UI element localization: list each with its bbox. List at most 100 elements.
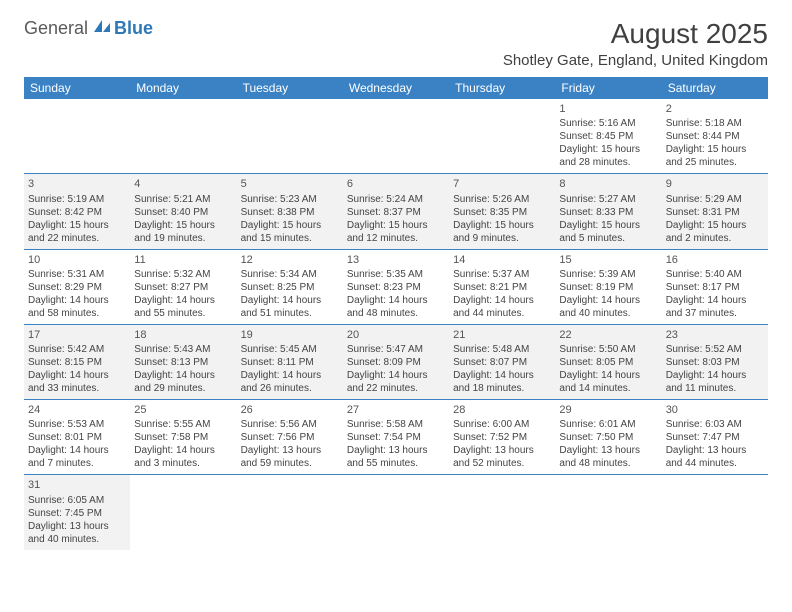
sunrise-text: Sunrise: 5:55 AM: [134, 418, 232, 431]
sunset-text: Sunset: 7:52 PM: [453, 431, 551, 444]
calendar-table: Sunday Monday Tuesday Wednesday Thursday…: [24, 77, 768, 550]
daylight-text: Daylight: 15 hours: [559, 143, 657, 156]
calendar-day-cell: 6Sunrise: 5:24 AMSunset: 8:37 PMDaylight…: [343, 174, 449, 249]
sunrise-text: Sunrise: 5:31 AM: [28, 268, 126, 281]
calendar-day-cell: [237, 475, 343, 550]
daylight-text: Daylight: 13 hours: [453, 444, 551, 457]
sunrise-text: Sunrise: 5:34 AM: [241, 268, 339, 281]
sunset-text: Sunset: 8:09 PM: [347, 356, 445, 369]
calendar-day-cell: 20Sunrise: 5:47 AMSunset: 8:09 PMDayligh…: [343, 324, 449, 399]
day-number: 25: [134, 403, 232, 417]
sunset-text: Sunset: 8:07 PM: [453, 356, 551, 369]
daylight-text: and 48 minutes.: [347, 307, 445, 320]
sunset-text: Sunset: 8:15 PM: [28, 356, 126, 369]
brand-part2: Blue: [114, 18, 153, 39]
calendar-day-cell: 17Sunrise: 5:42 AMSunset: 8:15 PMDayligh…: [24, 324, 130, 399]
sunset-text: Sunset: 8:37 PM: [347, 206, 445, 219]
day-number: 13: [347, 253, 445, 267]
day-number: 2: [666, 102, 764, 116]
calendar-day-cell: 19Sunrise: 5:45 AMSunset: 8:11 PMDayligh…: [237, 324, 343, 399]
daylight-text: and 55 minutes.: [134, 307, 232, 320]
daylight-text: and 7 minutes.: [28, 457, 126, 470]
daylight-text: Daylight: 15 hours: [666, 143, 764, 156]
daylight-text: Daylight: 14 hours: [241, 294, 339, 307]
calendar-day-cell: [449, 475, 555, 550]
sunrise-text: Sunrise: 5:21 AM: [134, 193, 232, 206]
calendar-day-cell: 26Sunrise: 5:56 AMSunset: 7:56 PMDayligh…: [237, 400, 343, 475]
calendar-week-row: 31Sunrise: 6:05 AMSunset: 7:45 PMDayligh…: [24, 475, 768, 550]
day-number: 8: [559, 177, 657, 191]
sunset-text: Sunset: 8:44 PM: [666, 130, 764, 143]
sunrise-text: Sunrise: 5:40 AM: [666, 268, 764, 281]
day-number: 14: [453, 253, 551, 267]
sunset-text: Sunset: 8:29 PM: [28, 281, 126, 294]
day-number: 30: [666, 403, 764, 417]
sunrise-text: Sunrise: 6:01 AM: [559, 418, 657, 431]
daylight-text: and 37 minutes.: [666, 307, 764, 320]
daylight-text: and 44 minutes.: [666, 457, 764, 470]
day-number: 15: [559, 253, 657, 267]
weekday-header: Thursday: [449, 77, 555, 99]
daylight-text: and 5 minutes.: [559, 232, 657, 245]
daylight-text: Daylight: 14 hours: [28, 294, 126, 307]
calendar-week-row: 1Sunrise: 5:16 AMSunset: 8:45 PMDaylight…: [24, 99, 768, 174]
daylight-text: Daylight: 14 hours: [453, 369, 551, 382]
sunrise-text: Sunrise: 6:05 AM: [28, 494, 126, 507]
sunrise-text: Sunrise: 5:16 AM: [559, 117, 657, 130]
sunset-text: Sunset: 8:11 PM: [241, 356, 339, 369]
sunset-text: Sunset: 7:54 PM: [347, 431, 445, 444]
daylight-text: and 44 minutes.: [453, 307, 551, 320]
daylight-text: and 22 minutes.: [347, 382, 445, 395]
calendar-day-cell: 2Sunrise: 5:18 AMSunset: 8:44 PMDaylight…: [662, 99, 768, 174]
weekday-header: Monday: [130, 77, 236, 99]
daylight-text: and 25 minutes.: [666, 156, 764, 169]
sunrise-text: Sunrise: 5:56 AM: [241, 418, 339, 431]
calendar-day-cell: 10Sunrise: 5:31 AMSunset: 8:29 PMDayligh…: [24, 249, 130, 324]
day-number: 31: [28, 478, 126, 492]
sunrise-text: Sunrise: 5:47 AM: [347, 343, 445, 356]
daylight-text: and 51 minutes.: [241, 307, 339, 320]
daylight-text: Daylight: 13 hours: [666, 444, 764, 457]
day-number: 18: [134, 328, 232, 342]
day-number: 20: [347, 328, 445, 342]
daylight-text: Daylight: 15 hours: [134, 219, 232, 232]
sunrise-text: Sunrise: 5:45 AM: [241, 343, 339, 356]
daylight-text: and 11 minutes.: [666, 382, 764, 395]
day-number: 7: [453, 177, 551, 191]
day-number: 1: [559, 102, 657, 116]
calendar-day-cell: 9Sunrise: 5:29 AMSunset: 8:31 PMDaylight…: [662, 174, 768, 249]
daylight-text: Daylight: 14 hours: [28, 444, 126, 457]
sunset-text: Sunset: 8:33 PM: [559, 206, 657, 219]
daylight-text: Daylight: 14 hours: [28, 369, 126, 382]
day-number: 23: [666, 328, 764, 342]
daylight-text: and 29 minutes.: [134, 382, 232, 395]
sunset-text: Sunset: 7:50 PM: [559, 431, 657, 444]
daylight-text: and 22 minutes.: [28, 232, 126, 245]
sunset-text: Sunset: 7:58 PM: [134, 431, 232, 444]
daylight-text: Daylight: 15 hours: [666, 219, 764, 232]
daylight-text: and 15 minutes.: [241, 232, 339, 245]
sunrise-text: Sunrise: 6:00 AM: [453, 418, 551, 431]
sunrise-text: Sunrise: 5:32 AM: [134, 268, 232, 281]
daylight-text: Daylight: 14 hours: [453, 294, 551, 307]
sunrise-text: Sunrise: 6:03 AM: [666, 418, 764, 431]
daylight-text: and 59 minutes.: [241, 457, 339, 470]
sunset-text: Sunset: 8:38 PM: [241, 206, 339, 219]
sunset-text: Sunset: 8:40 PM: [134, 206, 232, 219]
day-number: 4: [134, 177, 232, 191]
calendar-day-cell: 8Sunrise: 5:27 AMSunset: 8:33 PMDaylight…: [555, 174, 661, 249]
daylight-text: Daylight: 14 hours: [666, 369, 764, 382]
daylight-text: and 52 minutes.: [453, 457, 551, 470]
daylight-text: Daylight: 14 hours: [241, 369, 339, 382]
sunset-text: Sunset: 8:01 PM: [28, 431, 126, 444]
daylight-text: Daylight: 13 hours: [241, 444, 339, 457]
daylight-text: Daylight: 14 hours: [134, 294, 232, 307]
daylight-text: Daylight: 15 hours: [453, 219, 551, 232]
sunrise-text: Sunrise: 5:29 AM: [666, 193, 764, 206]
calendar-day-cell: [555, 475, 661, 550]
sunrise-text: Sunrise: 5:18 AM: [666, 117, 764, 130]
calendar-day-cell: [237, 99, 343, 174]
sunset-text: Sunset: 8:42 PM: [28, 206, 126, 219]
daylight-text: Daylight: 14 hours: [559, 369, 657, 382]
sunrise-text: Sunrise: 5:42 AM: [28, 343, 126, 356]
